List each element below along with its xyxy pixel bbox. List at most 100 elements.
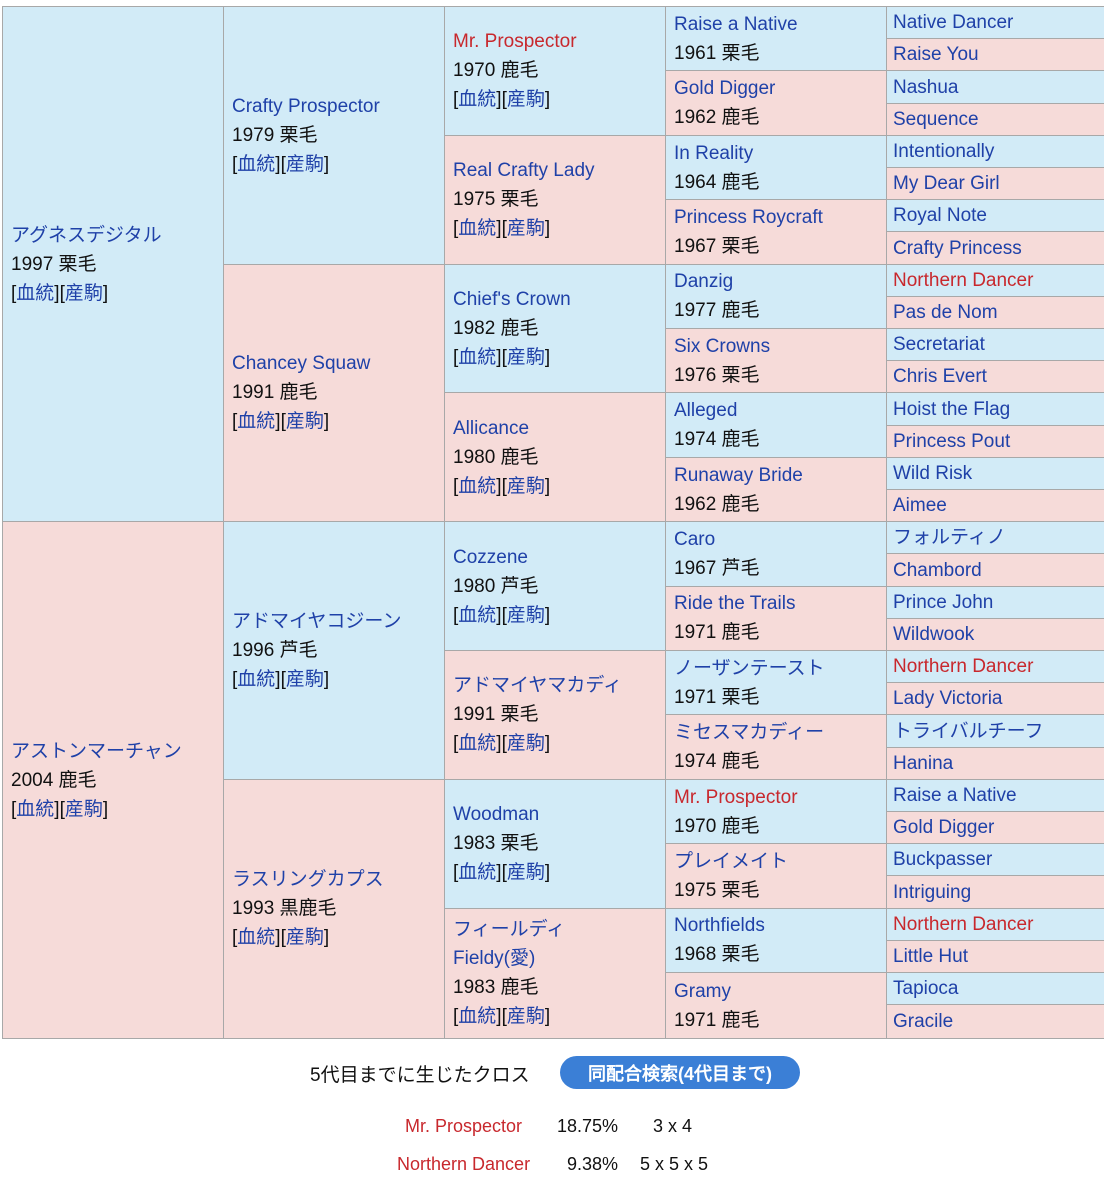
horse-name-link[interactable]: Gold Digger xyxy=(893,817,995,839)
horse-year-color: 1997 栗毛 xyxy=(11,253,97,275)
horse-name-link[interactable]: Secretariat xyxy=(893,334,985,356)
horse-name-link[interactable]: Woodman xyxy=(453,804,540,826)
horse-name-link[interactable]: Princess Pout xyxy=(893,430,1011,452)
horse-name-link[interactable]: Northern Dancer xyxy=(893,913,1034,935)
progeny-link[interactable]: 産駒 xyxy=(285,411,324,433)
horse-name-link[interactable]: Little Hut xyxy=(893,945,968,967)
pedigree-link[interactable]: 血統 xyxy=(458,1006,497,1028)
pedigree-link[interactable]: 血統 xyxy=(237,927,276,949)
horse-name-link[interactable]: Tapioca xyxy=(893,978,959,1000)
gen4-horse-cell: Danzig 1977 鹿毛 xyxy=(665,263,887,330)
horse-name-link[interactable]: Cozzene xyxy=(453,546,528,568)
horse-name-link[interactable]: Nashua xyxy=(893,76,959,98)
horse-name-link[interactable]: Real Crafty Lady xyxy=(453,160,595,182)
horse-name-link[interactable]: アグネスデジタル xyxy=(11,224,162,246)
progeny-link[interactable]: 産駒 xyxy=(506,218,545,240)
horse-name-link[interactable]: Hoist the Flag xyxy=(893,398,1011,420)
horse-name-link[interactable]: Intentionally xyxy=(893,140,995,162)
progeny-link[interactable]: 産駒 xyxy=(506,862,545,884)
horse-name-link[interactable]: Northern Dancer xyxy=(893,269,1034,291)
horse-name-link[interactable]: Gold Digger xyxy=(674,78,776,100)
horse-name-link[interactable]: Ride the Trails xyxy=(674,593,796,615)
cross-horse-name[interactable]: Northern Dancer xyxy=(397,1154,531,1174)
horse-name-link[interactable]: Native Dancer xyxy=(893,12,1014,34)
progeny-link[interactable]: 産駒 xyxy=(285,927,324,949)
pedigree-link[interactable]: 血統 xyxy=(458,218,497,240)
horse-name-link[interactable]: Royal Note xyxy=(893,205,987,227)
horse-name-link[interactable]: Mr. Prospector xyxy=(674,786,798,808)
pedigree-link[interactable]: 血統 xyxy=(237,669,276,691)
horse-links: [血統][産駒] xyxy=(453,218,551,240)
horse-name-link[interactable]: Raise a Native xyxy=(893,784,1017,806)
horse-name-link[interactable]: フィールディ xyxy=(453,919,566,941)
progeny-link[interactable]: 産駒 xyxy=(506,347,545,369)
progeny-link[interactable]: 産駒 xyxy=(285,669,324,691)
horse-name-link[interactable]: Alleged xyxy=(674,400,738,422)
pedigree-link[interactable]: 血統 xyxy=(458,604,497,626)
horse-name-link[interactable]: Prince John xyxy=(893,591,994,613)
horse-name-link[interactable]: トライバルチーフ xyxy=(893,720,1044,742)
progeny-link[interactable]: 産駒 xyxy=(506,604,545,626)
horse-name-link[interactable]: Intriguing xyxy=(893,881,972,903)
horse-name-link[interactable]: Princess Roycraft xyxy=(674,206,823,228)
horse-name-link[interactable]: プレイメイト xyxy=(674,850,789,872)
horse-name-link[interactable]: Chief's Crown xyxy=(453,289,571,311)
horse-name-link[interactable]: Crafty Prospector xyxy=(232,95,380,117)
horse-name-link[interactable]: Chris Evert xyxy=(893,366,987,388)
horse-name-link[interactable]: My Dear Girl xyxy=(893,173,1000,195)
horse-name-link[interactable]: Wildwook xyxy=(893,623,975,645)
horse-name-link[interactable]: Chambord xyxy=(893,559,982,581)
horse-name-link[interactable]: In Reality xyxy=(674,142,754,164)
horse-name-link[interactable]: Caro xyxy=(674,528,716,550)
horse-name-link[interactable]: ノーザンテースト xyxy=(674,657,825,679)
horse-name-link[interactable]: ミセスマカディー xyxy=(674,722,825,744)
same-breeding-search-button[interactable]: 同配合検索(4代目まで) xyxy=(560,1056,800,1089)
progeny-link[interactable]: 産駒 xyxy=(285,153,324,175)
progeny-link[interactable]: 産駒 xyxy=(506,733,545,755)
pedigree-link[interactable]: 血統 xyxy=(458,862,497,884)
pedigree-link[interactable]: 血統 xyxy=(237,153,276,175)
horse-name-link[interactable]: Lady Victoria xyxy=(893,688,1003,710)
horse-name-link[interactable]: Allicance xyxy=(453,417,530,439)
horse-alt-name-link[interactable]: Fieldy(愛) xyxy=(453,948,536,970)
horse-name-link[interactable]: Northfields xyxy=(674,915,765,937)
gen5-horse-cell: Northern Dancer xyxy=(886,263,1104,297)
horse-links: [血統][産駒] xyxy=(453,89,551,111)
horse-name-link[interactable]: Crafty Princess xyxy=(893,237,1022,259)
horse-name-link[interactable]: アドマイヤコジーン xyxy=(232,611,402,633)
progeny-link[interactable]: 産駒 xyxy=(64,282,103,304)
horse-name-link[interactable]: Raise a Native xyxy=(674,13,798,35)
horse-name-link[interactable]: Gramy xyxy=(674,980,731,1002)
horse-links: [血統][産駒] xyxy=(232,411,330,433)
horse-name-link[interactable]: Raise You xyxy=(893,44,979,66)
pedigree-link[interactable]: 血統 xyxy=(458,475,497,497)
pedigree-link[interactable]: 血統 xyxy=(16,798,55,820)
horse-name-link[interactable]: フォルティノ xyxy=(893,527,1006,549)
horse-name-link[interactable]: ラスリングカプス xyxy=(232,869,384,891)
pedigree-link[interactable]: 血統 xyxy=(458,347,497,369)
horse-name-link[interactable]: Chancey Squaw xyxy=(232,353,371,375)
pedigree-link[interactable]: 血統 xyxy=(458,733,497,755)
horse-name-link[interactable]: Mr. Prospector xyxy=(453,31,577,53)
progeny-link[interactable]: 産駒 xyxy=(506,89,545,111)
progeny-link[interactable]: 産駒 xyxy=(506,475,545,497)
cross-horse-name[interactable]: Mr. Prospector xyxy=(405,1116,523,1136)
horse-name-link[interactable]: Hanina xyxy=(893,752,954,774)
horse-name-link[interactable]: Aimee xyxy=(893,495,947,517)
horse-name-link[interactable]: Sequence xyxy=(893,108,979,130)
horse-name-link[interactable]: Danzig xyxy=(674,271,734,293)
pedigree-link[interactable]: 血統 xyxy=(458,89,497,111)
horse-name-link[interactable]: Northern Dancer xyxy=(893,656,1034,678)
horse-name-link[interactable]: Gracile xyxy=(893,1011,954,1033)
horse-name-link[interactable]: Wild Risk xyxy=(893,462,973,484)
horse-name-link[interactable]: Runaway Bride xyxy=(674,464,803,486)
progeny-link[interactable]: 産駒 xyxy=(64,798,103,820)
horse-name-link[interactable]: Pas de Nom xyxy=(893,301,998,323)
progeny-link[interactable]: 産駒 xyxy=(506,1006,545,1028)
horse-name-link[interactable]: アドマイヤマカディ xyxy=(453,675,623,697)
pedigree-link[interactable]: 血統 xyxy=(237,411,276,433)
horse-name-link[interactable]: アストンマーチャン xyxy=(11,740,182,762)
horse-name-link[interactable]: Six Crowns xyxy=(674,335,771,357)
pedigree-link[interactable]: 血統 xyxy=(16,282,55,304)
horse-name-link[interactable]: Buckpasser xyxy=(893,849,993,871)
